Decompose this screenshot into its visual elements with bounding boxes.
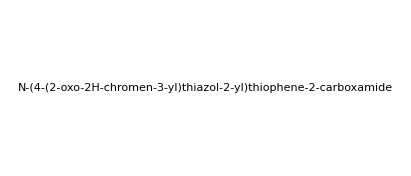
Text: N-(4-(2-oxo-2H-chromen-3-yl)thiazol-2-yl)thiophene-2-carboxamide: N-(4-(2-oxo-2H-chromen-3-yl)thiazol-2-yl… [18, 83, 393, 93]
